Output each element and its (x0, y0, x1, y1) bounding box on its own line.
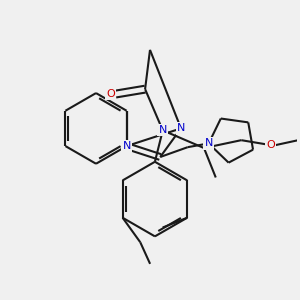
Text: N: N (205, 138, 213, 148)
Text: N: N (177, 123, 185, 134)
Text: O: O (266, 140, 275, 150)
Text: N: N (159, 125, 167, 135)
Text: N: N (122, 141, 131, 151)
Text: O: O (106, 89, 115, 99)
